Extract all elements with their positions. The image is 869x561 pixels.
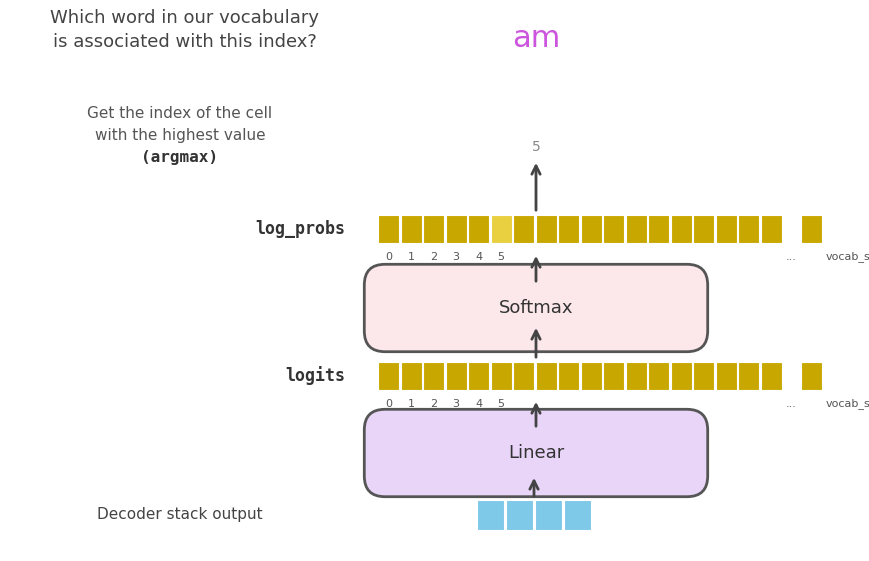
Bar: [760, 362, 781, 390]
Bar: [801, 362, 822, 390]
Text: vocab_size: vocab_size: [826, 251, 869, 263]
Bar: [468, 215, 489, 243]
Text: 5: 5: [497, 399, 505, 409]
Bar: [446, 215, 467, 243]
Bar: [693, 362, 714, 390]
Text: (argmax): (argmax): [142, 149, 218, 164]
Text: 3: 3: [453, 399, 460, 409]
Text: is associated with this index?: is associated with this index?: [53, 33, 317, 51]
Bar: [603, 215, 624, 243]
Bar: [626, 362, 647, 390]
Bar: [558, 215, 579, 243]
Bar: [535, 362, 556, 390]
Bar: [564, 500, 591, 530]
Text: 3: 3: [453, 252, 460, 262]
Text: Which word in our vocabulary: Which word in our vocabulary: [50, 9, 320, 27]
Bar: [468, 362, 489, 390]
Text: am: am: [512, 24, 561, 53]
Text: 4: 4: [475, 399, 482, 409]
Bar: [760, 215, 781, 243]
FancyBboxPatch shape: [364, 264, 707, 352]
Bar: [535, 215, 556, 243]
Text: 0: 0: [385, 252, 392, 262]
Text: logits: logits: [285, 366, 345, 385]
Text: Softmax: Softmax: [499, 299, 574, 317]
Text: ...: ...: [786, 252, 796, 262]
Bar: [378, 215, 399, 243]
Bar: [671, 362, 692, 390]
Text: Get the index of the cell: Get the index of the cell: [88, 105, 273, 121]
Bar: [715, 362, 737, 390]
Bar: [446, 362, 467, 390]
Text: 0: 0: [385, 399, 392, 409]
Text: 1: 1: [408, 399, 415, 409]
Bar: [693, 215, 714, 243]
Bar: [580, 215, 601, 243]
Bar: [490, 362, 512, 390]
Bar: [506, 500, 533, 530]
Bar: [535, 500, 562, 530]
Bar: [401, 215, 421, 243]
Text: 2: 2: [430, 399, 437, 409]
Bar: [513, 362, 534, 390]
Bar: [648, 362, 669, 390]
Text: 2: 2: [430, 252, 437, 262]
Bar: [626, 215, 647, 243]
Bar: [513, 215, 534, 243]
Bar: [423, 215, 444, 243]
Text: Linear: Linear: [507, 444, 564, 462]
Bar: [801, 215, 822, 243]
Bar: [648, 215, 669, 243]
Bar: [558, 362, 579, 390]
Text: Decoder stack output: Decoder stack output: [97, 508, 262, 522]
Text: log_probs: log_probs: [255, 220, 345, 238]
Text: 5: 5: [497, 252, 505, 262]
FancyBboxPatch shape: [364, 410, 707, 496]
Bar: [715, 215, 737, 243]
Text: ...: ...: [786, 399, 796, 409]
Bar: [738, 215, 759, 243]
Bar: [378, 362, 399, 390]
Bar: [603, 362, 624, 390]
Text: 5: 5: [532, 140, 541, 154]
Text: 1: 1: [408, 252, 415, 262]
Bar: [477, 500, 504, 530]
Bar: [490, 215, 512, 243]
Bar: [423, 362, 444, 390]
Bar: [738, 362, 759, 390]
Text: 4: 4: [475, 252, 482, 262]
Text: vocab_size: vocab_size: [826, 398, 869, 410]
Bar: [401, 362, 421, 390]
Text: with the highest value: with the highest value: [95, 127, 265, 142]
Bar: [671, 215, 692, 243]
Bar: [580, 362, 601, 390]
